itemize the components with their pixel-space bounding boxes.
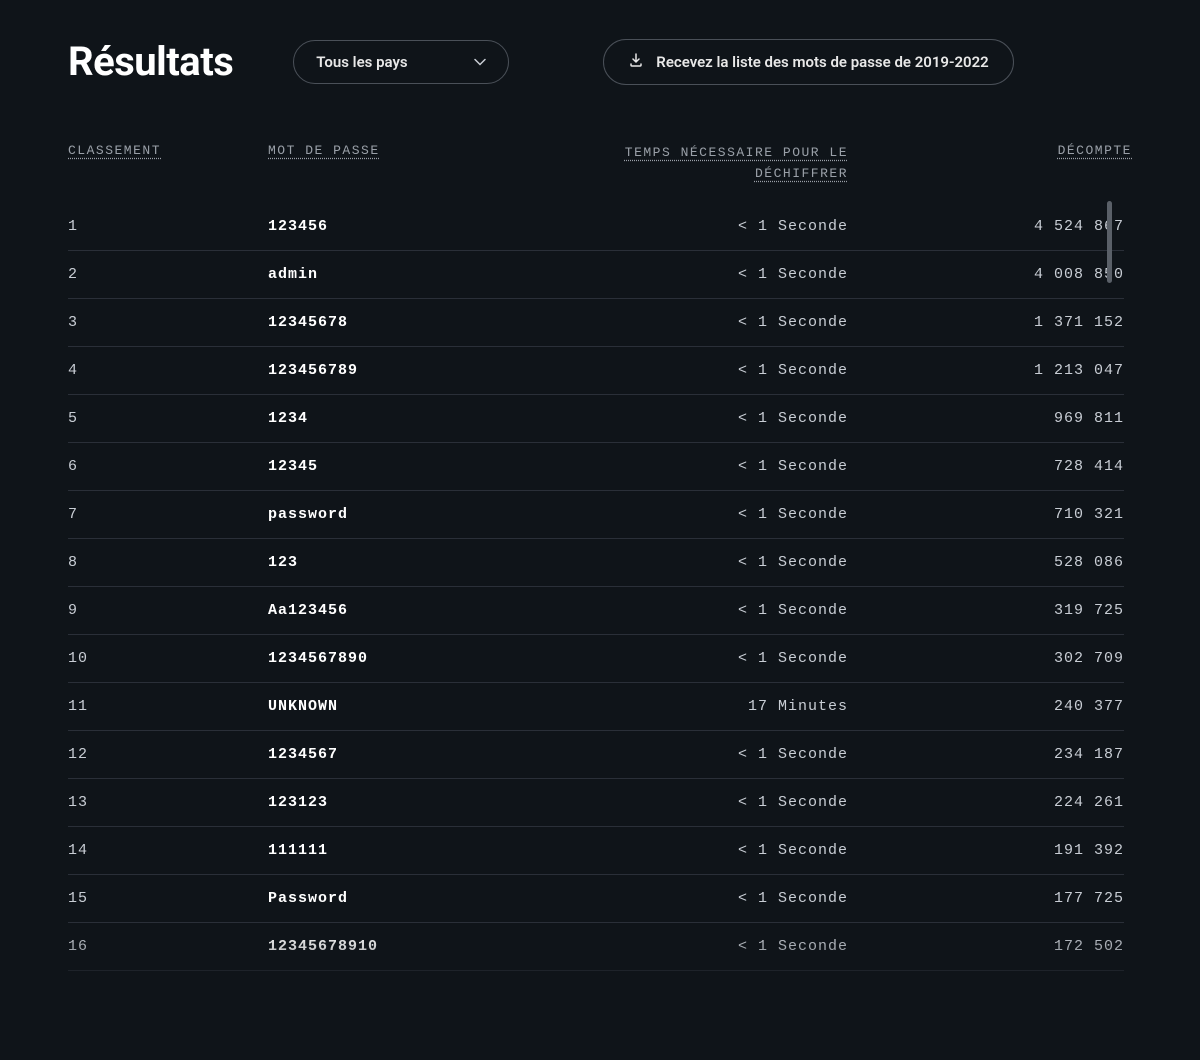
cell-rank: 2 (68, 266, 268, 283)
cell-rank: 10 (68, 650, 268, 667)
table-row: 12 1234567 < 1 Seconde 234 187 (68, 731, 1124, 779)
cell-password: 1234567890 (268, 650, 548, 667)
table-row: 6 12345 < 1 Seconde 728 414 (68, 443, 1124, 491)
cell-count: 240 377 (848, 698, 1124, 715)
table-row: 11 UNKNOWN 17 Minutes 240 377 (68, 683, 1124, 731)
download-label: Recevez la liste des mots de passe de 20… (656, 53, 988, 71)
table-row: 5 1234 < 1 Seconde 969 811 (68, 395, 1124, 443)
cell-rank: 13 (68, 794, 268, 811)
cell-rank: 3 (68, 314, 268, 331)
cell-password: UNKNOWN (268, 698, 548, 715)
cell-time: < 1 Seconde (548, 842, 848, 859)
cell-time: < 1 Seconde (548, 650, 848, 667)
cell-password: 12345678 (268, 314, 548, 331)
column-header-password[interactable]: MOT DE PASSE (268, 143, 548, 185)
cell-time: < 1 Seconde (548, 746, 848, 763)
cell-rank: 1 (68, 218, 268, 235)
cell-time: < 1 Seconde (548, 314, 848, 331)
column-header-time[interactable]: TEMPS NÉCESSAIRE POUR LE DÉCHIFFRER (548, 143, 848, 185)
cell-rank: 15 (68, 890, 268, 907)
cell-time: 17 Minutes (548, 698, 848, 715)
cell-rank: 11 (68, 698, 268, 715)
download-icon (628, 52, 644, 72)
table-row: 14 111111 < 1 Seconde 191 392 (68, 827, 1124, 875)
cell-count: 4 008 850 (848, 266, 1124, 283)
chevron-down-icon (474, 58, 486, 66)
cell-password: 1234 (268, 410, 548, 427)
cell-rank: 9 (68, 602, 268, 619)
table-row: 7 password < 1 Seconde 710 321 (68, 491, 1124, 539)
column-header-rank[interactable]: CLASSEMENT (68, 143, 268, 185)
cell-time: < 1 Seconde (548, 458, 848, 475)
cell-rank: 8 (68, 554, 268, 571)
cell-time: < 1 Seconde (548, 794, 848, 811)
table-row: 2 admin < 1 Seconde 4 008 850 (68, 251, 1124, 299)
table-row: 9 Aa123456 < 1 Seconde 319 725 (68, 587, 1124, 635)
cell-count: 969 811 (848, 410, 1124, 427)
cell-password: 12345 (268, 458, 548, 475)
cell-time: < 1 Seconde (548, 938, 848, 955)
cell-time: < 1 Seconde (548, 602, 848, 619)
cell-rank: 5 (68, 410, 268, 427)
column-header-count[interactable]: DÉCOMPTE (848, 143, 1132, 185)
cell-time: < 1 Seconde (548, 266, 848, 283)
cell-rank: 16 (68, 938, 268, 955)
cell-count: 528 086 (848, 554, 1124, 571)
cell-count: 172 502 (848, 938, 1124, 955)
cell-rank: 7 (68, 506, 268, 523)
table-body[interactable]: 1 123456 < 1 Seconde 4 524 867 2 admin <… (68, 203, 1132, 1037)
cell-count: 1 371 152 (848, 314, 1124, 331)
cell-password: 111111 (268, 842, 548, 859)
cell-count: 177 725 (848, 890, 1124, 907)
cell-time: < 1 Seconde (548, 890, 848, 907)
cell-password: password (268, 506, 548, 523)
table-row: 16 12345678910 < 1 Seconde 172 502 (68, 923, 1124, 971)
scrollbar-track (1107, 201, 1112, 1001)
dropdown-label: Tous les pays (316, 53, 407, 71)
cell-count: 224 261 (848, 794, 1124, 811)
cell-password: admin (268, 266, 548, 283)
cell-time: < 1 Seconde (548, 506, 848, 523)
cell-rank: 12 (68, 746, 268, 763)
cell-count: 191 392 (848, 842, 1124, 859)
cell-count: 728 414 (848, 458, 1124, 475)
table-row: 3 12345678 < 1 Seconde 1 371 152 (68, 299, 1124, 347)
table-row: 10 1234567890 < 1 Seconde 302 709 (68, 635, 1124, 683)
download-button[interactable]: Recevez la liste des mots de passe de 20… (603, 39, 1013, 85)
table-row: 8 123 < 1 Seconde 528 086 (68, 539, 1124, 587)
cell-time: < 1 Seconde (548, 554, 848, 571)
table-header: CLASSEMENT MOT DE PASSE TEMPS NÉCESSAIRE… (68, 143, 1132, 203)
cell-count: 302 709 (848, 650, 1124, 667)
cell-count: 710 321 (848, 506, 1124, 523)
cell-count: 319 725 (848, 602, 1124, 619)
results-table: CLASSEMENT MOT DE PASSE TEMPS NÉCESSAIRE… (68, 143, 1132, 1027)
table-row: 13 123123 < 1 Seconde 224 261 (68, 779, 1124, 827)
table-row: 4 123456789 < 1 Seconde 1 213 047 (68, 347, 1124, 395)
cell-count: 4 524 867 (848, 218, 1124, 235)
cell-count: 1 213 047 (848, 362, 1124, 379)
cell-password: 123456789 (268, 362, 548, 379)
cell-password: 123456 (268, 218, 548, 235)
country-dropdown[interactable]: Tous les pays (293, 40, 509, 84)
cell-password: 123 (268, 554, 548, 571)
header-bar: Résultats Tous les pays Recevez la liste… (68, 38, 1132, 85)
cell-password: Password (268, 890, 548, 907)
cell-rank: 6 (68, 458, 268, 475)
cell-password: 1234567 (268, 746, 548, 763)
page-title: Résultats (68, 38, 233, 85)
scrollbar-thumb[interactable] (1107, 201, 1112, 283)
cell-rank: 4 (68, 362, 268, 379)
cell-time: < 1 Seconde (548, 362, 848, 379)
cell-time: < 1 Seconde (548, 410, 848, 427)
table-row: 1 123456 < 1 Seconde 4 524 867 (68, 203, 1124, 251)
cell-password: Aa123456 (268, 602, 548, 619)
cell-time: < 1 Seconde (548, 218, 848, 235)
table-row: 15 Password < 1 Seconde 177 725 (68, 875, 1124, 923)
cell-count: 234 187 (848, 746, 1124, 763)
cell-rank: 14 (68, 842, 268, 859)
cell-password: 123123 (268, 794, 548, 811)
cell-password: 12345678910 (268, 938, 548, 955)
